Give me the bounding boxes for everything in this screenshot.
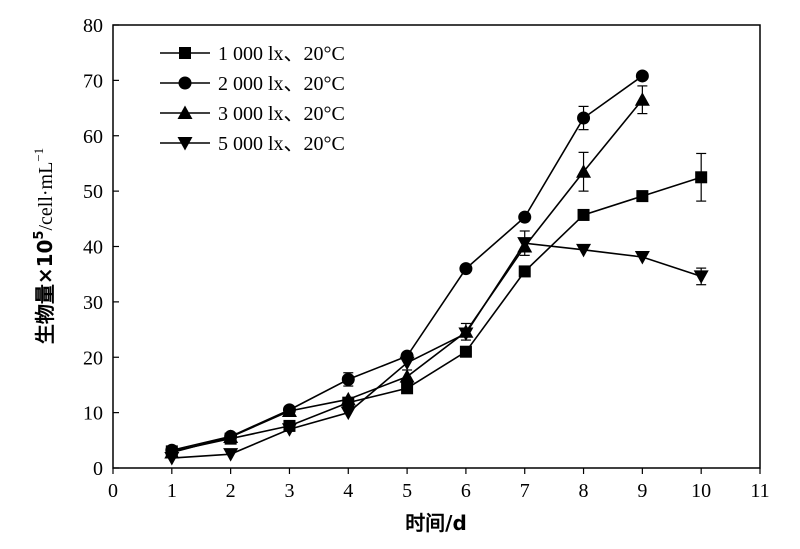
y-axis-label-unit-sup: −1 (31, 148, 46, 162)
data-point (164, 452, 180, 466)
legend-item-1: 1 000 lx、20°C (160, 43, 345, 65)
data-point (458, 327, 474, 341)
data-point (401, 382, 414, 395)
y-tick-label: 60 (83, 126, 103, 148)
series-line (171, 176, 702, 453)
legend-marker (179, 47, 191, 59)
y-tick-label: 20 (83, 347, 103, 369)
y-tick-label: 10 (83, 403, 103, 425)
data-point (636, 190, 649, 203)
x-tick-label: 11 (750, 480, 769, 502)
data-point (576, 243, 592, 258)
data-point (634, 251, 650, 265)
x-tick-label: 3 (284, 480, 294, 502)
data-point (281, 423, 297, 437)
y-axis-label: 生物量×105/cell·mL−1 (31, 148, 57, 344)
legend-label: 1 000 lx、20°C (218, 43, 345, 65)
data-point (281, 403, 297, 417)
x-axis-label: 时间/d (405, 511, 467, 535)
data-point (341, 372, 355, 386)
x-tick-label: 9 (637, 480, 647, 502)
x-tick-label: 2 (226, 480, 236, 502)
y-axis-label-main: 生物量×10 (33, 240, 57, 345)
x-tick-label: 7 (520, 480, 530, 502)
y-axis-label-sup: 5 (32, 231, 47, 240)
x-tick-label: 5 (402, 480, 412, 502)
data-point (577, 208, 590, 221)
legend-item-4: 5 000 lx、20°C (160, 133, 345, 155)
legend-label: 2 000 lx、20°C (218, 73, 345, 95)
series-3 (164, 85, 650, 459)
data-point (340, 406, 356, 421)
x-tick-label: 8 (579, 480, 589, 502)
y-tick-label: 30 (83, 292, 103, 314)
y-tick-label: 50 (83, 181, 103, 203)
y-tick-label: 70 (83, 70, 103, 92)
data-point (459, 262, 473, 276)
data-point (518, 210, 532, 224)
data-point (695, 171, 708, 184)
y-tick-label: 0 (93, 458, 103, 480)
y-axis-ticks: 0 10 20 30 40 50 60 70 80 (83, 15, 119, 480)
x-tick-label: 0 (108, 480, 118, 502)
y-axis-label-unit: /cell·mL (35, 162, 57, 231)
legend-marker (177, 137, 193, 151)
data-point (223, 429, 239, 443)
y-tick-label: 40 (83, 237, 103, 259)
data-point (459, 345, 472, 358)
data-point (340, 391, 356, 406)
legend-label: 5 000 lx、20°C (218, 133, 345, 155)
series-line (171, 242, 702, 459)
y-tick-label: 80 (83, 15, 103, 37)
data-point (635, 69, 649, 83)
legend-marker (178, 76, 192, 90)
data-point (517, 237, 533, 251)
legend-item-3: 3 000 lx、20°C (160, 103, 345, 125)
data-point (693, 270, 709, 284)
x-tick-label: 1 (167, 480, 177, 502)
series-2 (165, 69, 649, 457)
x-tick-label: 10 (691, 480, 711, 502)
x-tick-label: 6 (461, 480, 471, 502)
data-point (518, 265, 531, 278)
data-point (399, 356, 415, 371)
legend-marker (177, 105, 193, 119)
data-point (577, 111, 591, 125)
data-point (576, 164, 592, 178)
legend-label: 3 000 lx、20°C (218, 103, 345, 125)
data-point (223, 448, 239, 462)
data-point (634, 92, 650, 106)
legend: 1 000 lx、20°C 2 000 lx、20°C 3 000 lx、20°C 5… (160, 43, 345, 155)
plot-frame (112, 24, 761, 469)
data-point (399, 369, 415, 383)
x-tick-label: 4 (343, 480, 353, 502)
legend-item-2: 2 000 lx、20°C (160, 73, 345, 95)
series-1 (165, 152, 708, 458)
series-layer (164, 69, 709, 466)
x-axis-ticks: 0 1 2 3 4 5 6 7 8 9 10 11 (108, 468, 770, 502)
series-4 (164, 230, 709, 466)
